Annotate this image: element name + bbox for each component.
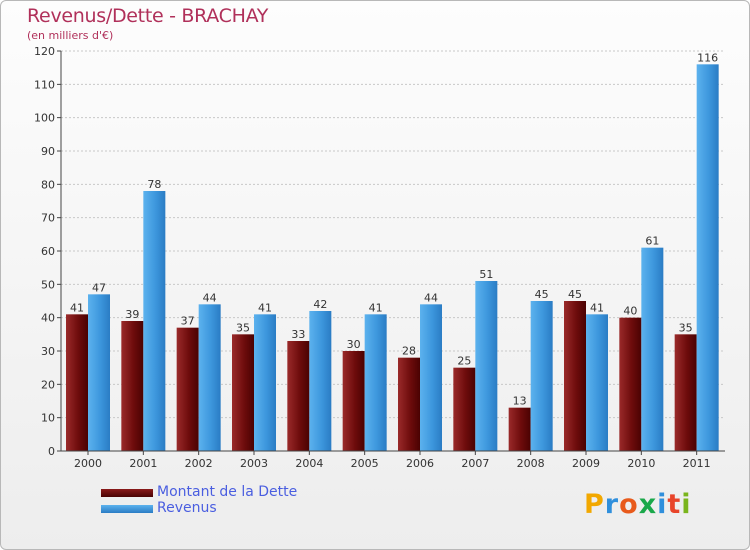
y-tick-label-10: 10 <box>41 412 55 425</box>
legend-swatch-dette <box>101 489 153 497</box>
data-label-revenus-2011: 116 <box>697 51 718 64</box>
bar-revenus-2004 <box>309 311 332 451</box>
data-label-revenus-2004: 42 <box>313 298 327 311</box>
proxiti-logo-letter: i <box>657 489 668 520</box>
legend-label-dette: Montant de la Dette <box>157 484 298 500</box>
data-label-revenus-2007: 51 <box>479 268 493 281</box>
bar-revenus-2007 <box>475 281 498 451</box>
data-label-dette-2011: 35 <box>679 321 693 334</box>
proxiti-logo-letter: P <box>584 489 605 520</box>
data-label-revenus-2002: 44 <box>203 291 217 304</box>
data-label-revenus-2010: 61 <box>645 235 659 248</box>
x-tick-label-2010: 2010 <box>627 457 655 470</box>
proxiti-logo-letter: i <box>681 489 692 520</box>
bar-dette-2004 <box>287 341 310 451</box>
x-tick-label-2009: 2009 <box>572 457 600 470</box>
y-tick-label-40: 40 <box>41 312 55 325</box>
bar-revenus-2001 <box>143 191 166 451</box>
data-label-dette-2005: 30 <box>347 338 361 351</box>
data-label-dette-2002: 37 <box>181 315 195 328</box>
bar-dette-2005 <box>342 351 365 451</box>
proxiti-logo-letter: t <box>667 489 682 520</box>
legend-label-revenus: Revenus <box>157 500 217 516</box>
chart-subtitle: (en milliers d'€) <box>27 29 114 42</box>
bar-revenus-2000 <box>88 294 110 451</box>
y-tick-label-0: 0 <box>48 445 55 458</box>
x-tick-label-2006: 2006 <box>406 457 434 470</box>
data-label-revenus-2006: 44 <box>424 291 438 304</box>
axes: 0 10 20 30 40 50 60 70 80 90 100 110 120 2000 2001 2002… <box>34 45 725 470</box>
x-tick-label-2001: 2001 <box>129 457 157 470</box>
data-labels: 41 47 39 78 37 44 35 41 33 42 30 41 28 44 25 51 13 45 45 41… <box>70 51 718 407</box>
proxiti-logo-letter: r <box>604 489 620 520</box>
x-tick-label-2004: 2004 <box>295 457 323 470</box>
data-label-revenus-2009: 41 <box>590 301 604 314</box>
data-label-revenus-2003: 41 <box>258 301 272 314</box>
y-tick-label-50: 50 <box>41 278 55 291</box>
bar-dette-2003 <box>232 334 254 451</box>
legend-swatch-revenus <box>101 505 153 513</box>
y-tick-label-60: 60 <box>41 245 55 258</box>
y-tick-label-80: 80 <box>41 178 55 191</box>
data-label-dette-2009: 45 <box>568 288 582 301</box>
data-label-revenus-2000: 47 <box>92 281 106 294</box>
data-label-dette-2001: 39 <box>125 308 139 321</box>
data-label-dette-2007: 25 <box>457 355 471 368</box>
x-tick-label-2007: 2007 <box>461 457 489 470</box>
bar-revenus-2005 <box>364 314 387 451</box>
x-tick-label-2002: 2002 <box>185 457 213 470</box>
bar-revenus-2002 <box>198 304 221 451</box>
bar-dette-2000 <box>66 314 88 451</box>
data-label-revenus-2001: 78 <box>147 178 161 191</box>
y-tick-label-20: 20 <box>41 378 55 391</box>
grid-lines <box>61 50 725 419</box>
bar-dette-2010 <box>619 317 642 451</box>
bar-dette-2009 <box>564 301 586 451</box>
y-tick-label-110: 110 <box>34 78 55 91</box>
bar-dette-2002 <box>176 327 199 451</box>
x-tick-label-2003: 2003 <box>240 457 268 470</box>
proxiti-logo-letter: x <box>638 489 658 520</box>
x-tick-label-2008: 2008 <box>517 457 545 470</box>
proxiti-logo-letter: o <box>619 489 639 520</box>
bar-revenus-2011 <box>696 64 719 452</box>
data-label-dette-2006: 28 <box>402 345 416 358</box>
proxiti-logo: Proxiti <box>584 489 692 520</box>
bar-revenus-2010 <box>641 247 664 451</box>
x-tick-label-2011: 2011 <box>683 457 711 470</box>
bars <box>66 64 719 452</box>
y-tick-label-70: 70 <box>41 212 55 225</box>
bar-revenus-2006 <box>420 304 442 451</box>
x-tick-label-2000: 2000 <box>74 457 102 470</box>
data-label-dette-2003: 35 <box>236 321 250 334</box>
data-label-dette-2004: 33 <box>291 328 305 341</box>
y-tick-label-100: 100 <box>34 112 55 125</box>
y-tick-label-30: 30 <box>41 345 55 358</box>
data-label-dette-2008: 13 <box>513 395 527 408</box>
bar-dette-2008 <box>508 407 531 451</box>
chart-title: Revenus/Dette - BRACHAY <box>27 5 269 27</box>
x-tick-label-2005: 2005 <box>351 457 379 470</box>
data-label-dette-2000: 41 <box>70 301 84 314</box>
data-label-revenus-2008: 45 <box>535 288 549 301</box>
bar-dette-2011 <box>674 334 697 451</box>
data-label-dette-2010: 40 <box>623 305 637 318</box>
y-tick-label-90: 90 <box>41 145 55 158</box>
y-tick-label-120: 120 <box>34 45 55 58</box>
bar-revenus-2009 <box>586 314 608 451</box>
bar-revenus-2008 <box>530 301 553 451</box>
bar-dette-2001 <box>121 321 144 451</box>
bar-dette-2006 <box>398 357 420 451</box>
bar-dette-2007 <box>453 367 476 451</box>
bar-revenus-2003 <box>254 314 276 451</box>
data-label-revenus-2005: 41 <box>369 301 383 314</box>
